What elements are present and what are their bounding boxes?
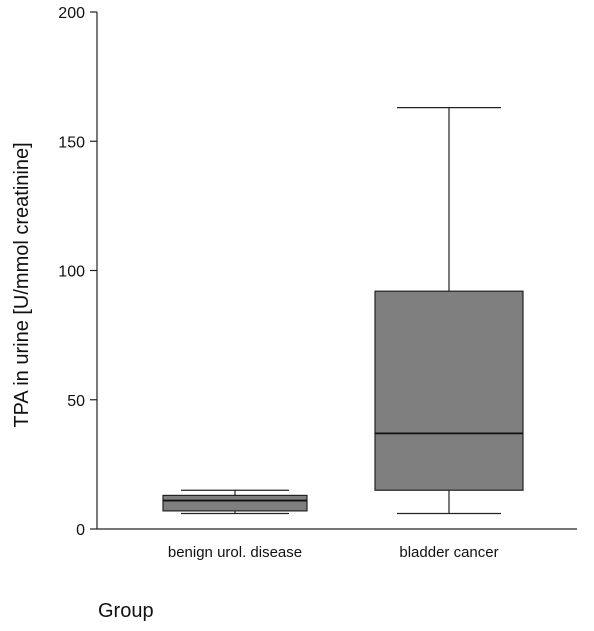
plot-area: 0 50 100 150 200 benign urol. disease bladder … <box>58 5 577 561</box>
y-tick-label: 150 <box>58 134 85 151</box>
box <box>162 494 308 512</box>
y-tick-label: 100 <box>58 264 85 281</box>
box <box>374 290 524 491</box>
x-category-label: benign urol. disease <box>168 544 302 561</box>
y-tick-label: 0 <box>76 522 85 539</box>
y-tick-label: 200 <box>58 5 85 22</box>
x-category-label: bladder cancer <box>399 544 498 561</box>
y-tick-label: 50 <box>67 393 85 410</box>
x-axis-title: Group <box>98 600 154 622</box>
y-axis-title: TPA in urine [U/mmol creatinine] <box>11 142 33 427</box>
